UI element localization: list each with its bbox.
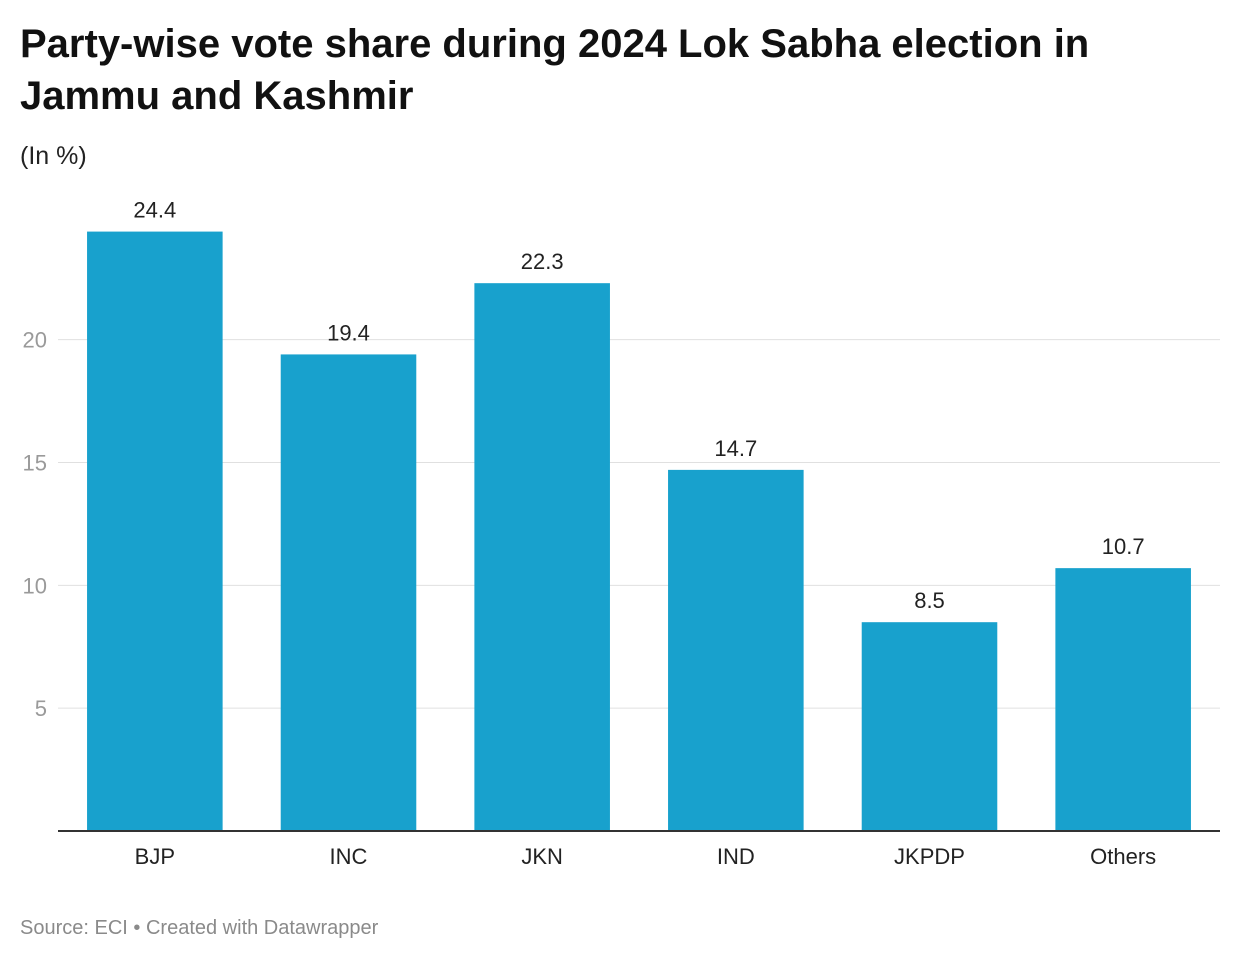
value-label: 14.7 <box>714 436 757 461</box>
y-tick-label: 5 <box>35 696 47 721</box>
y-tick-label: 20 <box>23 328 47 353</box>
value-label: 24.4 <box>133 198 176 223</box>
bar-jkn <box>474 283 610 831</box>
value-labels: 24.4 19.4 22.3 14.7 8.5 10.7 <box>133 198 1144 614</box>
y-tick-label: 15 <box>23 451 47 476</box>
x-tick-label: IND <box>717 844 755 869</box>
bar-others <box>1055 568 1191 831</box>
x-tick-label: Others <box>1090 844 1156 869</box>
chart-footer: Source: ECI • Created with Datawrapper <box>20 914 378 942</box>
bar-jkpdp <box>861 622 998 831</box>
value-label: 19.4 <box>327 320 370 345</box>
value-label: 22.3 <box>521 249 564 274</box>
y-tick-label: 10 <box>23 573 47 598</box>
x-tick-label: INC <box>330 844 368 869</box>
footer-separator: • <box>133 917 141 939</box>
chart-title: Party-wise vote share during 2024 Lok Sa… <box>20 22 1090 118</box>
value-label: 10.7 <box>1102 534 1145 559</box>
bar-bjp <box>87 231 223 831</box>
bar-chart-svg: 5 10 15 20 24.4 19.4 22.3 14.7 8.5 10.7 BJP INC JK… <box>23 198 1220 869</box>
gridlines: 5 10 15 20 <box>23 328 1220 721</box>
value-label: 8.5 <box>914 588 945 613</box>
x-axis: BJP INC JKN IND JKPDP Others <box>58 830 1220 869</box>
bars <box>87 231 1191 831</box>
chart-subtitle: (In %) <box>20 142 87 170</box>
bar-inc <box>280 354 417 831</box>
bar-ind <box>668 469 804 831</box>
x-tick-label: JKN <box>521 844 563 869</box>
x-tick-label: JKPDP <box>894 844 965 869</box>
bar-chart: 5 10 15 20 24.4 19.4 22.3 14.7 8.5 10.7 BJP INC JK… <box>0 180 1240 880</box>
x-tick-label: BJP <box>135 844 175 869</box>
credit-label: Created with Datawrapper <box>145 917 379 939</box>
source-label: Source: ECI <box>20 917 128 939</box>
